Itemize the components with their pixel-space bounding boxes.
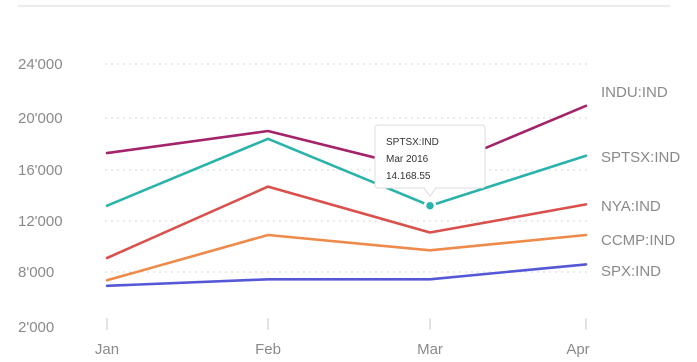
y-axis-ticks: 24'000 20'000 16'000 12'000 8'000 2'000 bbox=[18, 56, 63, 336]
series-labels: INDU:IND SPTSX:IND NYA:IND CCMP:IND SPX:IND bbox=[601, 84, 680, 280]
series-line-ccmp-ind bbox=[105, 233, 588, 282]
series-line-sptsx-ind bbox=[105, 137, 588, 207]
tooltip-date: Mar 2016 bbox=[386, 154, 429, 165]
x-tick-label: Apr bbox=[566, 341, 589, 358]
y-tick-label: 16'000 bbox=[18, 162, 63, 179]
tooltip: SPTSX:IND Mar 2016 14.168.55 bbox=[374, 124, 486, 212]
series-label: CCMP:IND bbox=[601, 232, 675, 249]
series-line-nya-ind bbox=[105, 185, 588, 260]
series-label: NYA:IND bbox=[601, 198, 661, 215]
y-tick-label: 12'000 bbox=[18, 213, 63, 230]
tooltip-point[interactable] bbox=[423, 199, 437, 212]
tooltip-caret bbox=[423, 187, 437, 197]
series-label: SPX:IND bbox=[601, 263, 661, 280]
x-tick-label: Mar bbox=[417, 341, 443, 358]
series-line-indu-ind bbox=[105, 104, 588, 173]
y-tick-label: 24'000 bbox=[18, 56, 63, 73]
y-tick-label: 20'000 bbox=[18, 110, 63, 127]
series-lines bbox=[105, 104, 588, 288]
tooltip-series: SPTSX:IND bbox=[386, 137, 439, 148]
series-label: SPTSX:IND bbox=[601, 149, 680, 166]
x-axis-ticks: Jan Feb Mar Apr bbox=[95, 318, 590, 358]
y-tick-label: 8'000 bbox=[18, 264, 54, 281]
series-line-spx-ind bbox=[105, 263, 588, 288]
x-tick-label: Jan bbox=[95, 341, 119, 358]
y-tick-label: 2'000 bbox=[18, 319, 54, 336]
series-label: INDU:IND bbox=[601, 84, 668, 101]
x-tick-label: Feb bbox=[255, 341, 281, 358]
tooltip-value: 14.168.55 bbox=[386, 171, 431, 182]
